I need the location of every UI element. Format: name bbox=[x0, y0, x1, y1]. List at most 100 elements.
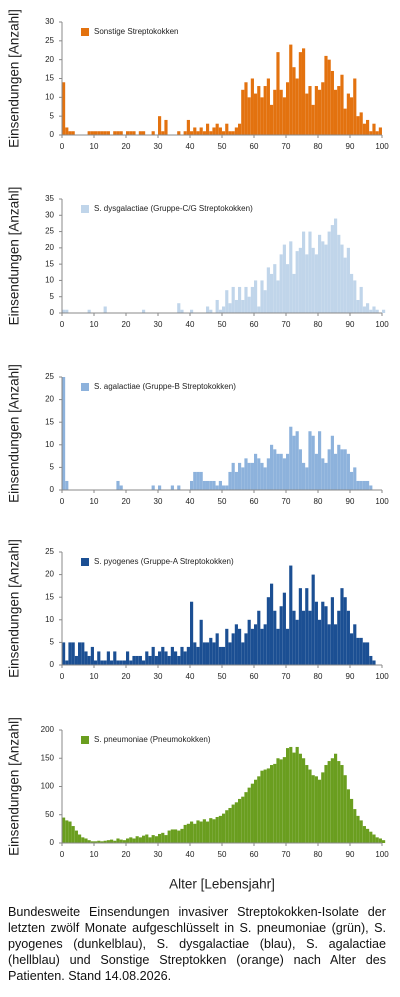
legend-label: Sonstige Streptokokken bbox=[94, 27, 179, 36]
bar bbox=[110, 839, 114, 843]
bar bbox=[286, 748, 290, 843]
bar bbox=[314, 776, 318, 843]
bar bbox=[260, 628, 264, 665]
bar bbox=[298, 449, 302, 490]
bar bbox=[334, 218, 338, 313]
bar bbox=[71, 642, 75, 665]
bar bbox=[138, 837, 142, 843]
y-tick-label: 20 bbox=[45, 55, 54, 64]
bar bbox=[97, 131, 101, 135]
bar bbox=[279, 89, 283, 135]
bar bbox=[202, 480, 206, 490]
y-tick-label: 20 bbox=[45, 395, 54, 404]
x-tick-label: 70 bbox=[282, 850, 291, 859]
bar bbox=[68, 642, 72, 665]
bar bbox=[334, 624, 338, 665]
bar bbox=[193, 471, 197, 490]
bar bbox=[343, 108, 347, 135]
bar bbox=[279, 759, 283, 843]
bar bbox=[337, 761, 341, 843]
y-tick-label: 10 bbox=[45, 615, 54, 624]
x-tick-label: 100 bbox=[375, 142, 389, 151]
bar bbox=[263, 86, 267, 135]
y-tick-label: 0 bbox=[50, 838, 55, 847]
bar bbox=[199, 471, 203, 490]
bar bbox=[359, 112, 363, 135]
bar bbox=[81, 642, 85, 665]
bar bbox=[295, 746, 299, 843]
bar bbox=[62, 82, 66, 135]
bar bbox=[311, 574, 315, 665]
bar bbox=[228, 807, 232, 843]
x-tick-label: 10 bbox=[90, 142, 99, 151]
x-tick-label: 60 bbox=[250, 497, 259, 506]
bar bbox=[122, 660, 126, 665]
bar bbox=[362, 826, 366, 843]
bar bbox=[350, 633, 354, 665]
bar bbox=[254, 453, 258, 490]
bar bbox=[375, 131, 379, 135]
bar bbox=[356, 815, 360, 843]
bar bbox=[324, 55, 328, 135]
bar bbox=[94, 131, 98, 135]
bar bbox=[286, 264, 290, 313]
bar bbox=[199, 821, 203, 843]
bar bbox=[177, 303, 181, 313]
bar bbox=[167, 830, 171, 843]
bar bbox=[132, 655, 136, 665]
bar bbox=[119, 839, 123, 843]
bar bbox=[337, 86, 341, 135]
bar bbox=[289, 746, 293, 843]
legend-swatch bbox=[81, 28, 89, 36]
bar bbox=[193, 642, 197, 665]
bar bbox=[161, 646, 165, 665]
bar bbox=[151, 646, 155, 665]
legend-swatch bbox=[81, 558, 89, 566]
bar bbox=[225, 810, 229, 843]
bar bbox=[170, 829, 174, 843]
bar bbox=[154, 836, 158, 843]
bar bbox=[330, 70, 334, 135]
bar bbox=[382, 840, 386, 843]
bar bbox=[318, 619, 322, 665]
bar bbox=[327, 761, 331, 843]
bar bbox=[170, 485, 174, 490]
bar bbox=[158, 485, 162, 490]
bar bbox=[164, 835, 168, 843]
bar bbox=[327, 231, 331, 313]
y-tick-label: 25 bbox=[45, 547, 54, 556]
bar bbox=[209, 480, 213, 490]
bar bbox=[260, 770, 264, 843]
bar bbox=[164, 651, 168, 665]
bar bbox=[186, 823, 190, 843]
bar bbox=[350, 97, 354, 135]
bar bbox=[238, 798, 242, 843]
bar bbox=[266, 597, 270, 665]
bar bbox=[362, 306, 366, 313]
x-tick-label: 50 bbox=[218, 142, 227, 151]
bar bbox=[222, 646, 226, 665]
bar bbox=[222, 485, 226, 490]
y-tick-label: 200 bbox=[41, 725, 55, 734]
bar bbox=[202, 131, 206, 135]
bar bbox=[71, 826, 75, 843]
bar bbox=[231, 804, 235, 843]
bar bbox=[356, 116, 360, 135]
bar bbox=[311, 775, 315, 843]
bar bbox=[247, 619, 251, 665]
bar bbox=[282, 592, 286, 665]
bar bbox=[286, 82, 290, 135]
x-tick-label: 30 bbox=[154, 320, 163, 329]
bar bbox=[212, 127, 216, 135]
y-tick-label: 15 bbox=[45, 74, 54, 83]
legend-swatch bbox=[81, 383, 89, 391]
x-tick-label: 70 bbox=[282, 320, 291, 329]
bar bbox=[244, 792, 248, 843]
x-tick-label: 20 bbox=[122, 142, 131, 151]
bar bbox=[116, 660, 120, 665]
bar bbox=[366, 303, 370, 313]
bar bbox=[177, 131, 181, 135]
bar bbox=[279, 254, 283, 313]
bar bbox=[330, 435, 334, 490]
